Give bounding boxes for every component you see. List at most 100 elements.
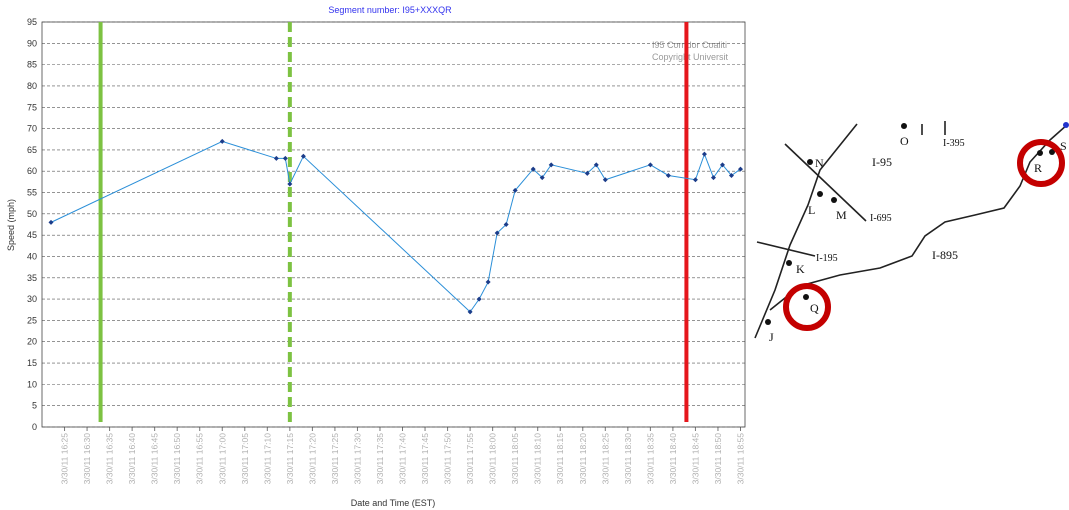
y-tick-label: 20 (27, 337, 37, 347)
x-tick-label: 3/30/11 17:45 (420, 433, 430, 485)
data-point (719, 162, 725, 168)
x-tick-label: 3/30/11 16:40 (127, 433, 137, 485)
y-tick-label: 90 (27, 38, 37, 48)
map-label: Q (810, 301, 819, 315)
y-tick-label: 10 (27, 379, 37, 389)
x-tick-label: 3/30/11 18:40 (668, 433, 678, 485)
y-tick-label: 80 (27, 81, 37, 91)
x-tick-label: 3/30/11 17:30 (352, 433, 362, 485)
x-tick-label: 3/30/11 16:45 (150, 433, 160, 485)
highlight-circle (783, 283, 831, 331)
x-tick-label: 3/30/11 16:35 (105, 433, 115, 485)
road (756, 241, 816, 257)
x-tick-label: 3/30/11 17:05 (240, 433, 250, 485)
road (784, 143, 867, 222)
map-label: K (796, 262, 805, 276)
data-point (584, 170, 590, 176)
road (754, 123, 858, 339)
y-tick-label: 60 (27, 166, 37, 176)
y-tick-label: 85 (27, 60, 37, 70)
map-dot (765, 319, 771, 325)
y-tick-label: 55 (27, 188, 37, 198)
data-point (602, 177, 608, 183)
x-tick-label: 3/30/11 18:30 (623, 433, 633, 485)
y-tick-label: 95 (27, 17, 37, 27)
x-tick-label: 3/30/11 17:20 (307, 433, 317, 485)
x-tick-label: 3/30/11 18:35 (645, 433, 655, 485)
data-point (485, 279, 491, 285)
map: N L M I-95 I-695 O I-395 R S I-195 K I-8… (754, 121, 1069, 344)
speed-line (50, 140, 741, 313)
data-point (692, 177, 698, 183)
y-tick-label: 50 (27, 209, 37, 219)
map-label: R (1034, 161, 1042, 175)
data-point (48, 219, 54, 225)
plot-frame (41, 21, 746, 428)
chart-title: Segment number: I95+XXXQR (328, 5, 452, 15)
map-dot (1037, 150, 1043, 156)
highlight-circle (1017, 139, 1065, 187)
x-tick-label: 3/30/11 16:30 (82, 433, 92, 485)
y-tick-label: 45 (27, 230, 37, 240)
map-label: L (808, 203, 815, 217)
x-tick-label: 3/30/11 18:05 (510, 433, 520, 485)
data-point (737, 166, 743, 172)
watermark: Copyright Universit (652, 52, 729, 62)
x-tick-label: 3/30/11 18:45 (690, 433, 700, 485)
y-tick-label: 65 (27, 145, 37, 155)
data-point (300, 153, 306, 159)
data-point (539, 175, 545, 181)
data-point (710, 175, 716, 181)
data-point (273, 155, 279, 161)
road (921, 121, 946, 135)
y-tick-label: 75 (27, 102, 37, 112)
y-tick-label: 5 (32, 401, 37, 411)
data-point (503, 222, 509, 227)
data-point (467, 309, 473, 315)
map-label: I-695 (870, 213, 892, 224)
data-point (287, 181, 293, 187)
y-tick-label: 30 (27, 294, 37, 304)
map-label: I-195 (816, 253, 838, 264)
x-tick-label: 3/30/11 17:35 (375, 433, 385, 485)
map-dot (786, 260, 792, 266)
x-tick-label: 3/30/11 18:50 (713, 433, 723, 485)
data-point (701, 151, 707, 157)
x-axis-label: Date and Time (EST) (351, 498, 436, 508)
map-label: S (1060, 139, 1067, 153)
x-tick-label: 3/30/11 18:25 (600, 433, 610, 485)
y-tick-label: 25 (27, 315, 37, 325)
x-tick-label: 3/30/11 17:00 (217, 433, 227, 485)
x-tick-label: 3/30/11 18:10 (533, 433, 543, 485)
x-tick-label: 3/30/11 17:10 (262, 433, 272, 485)
data-point (665, 172, 671, 178)
data-point (282, 155, 288, 161)
y-tick-label: 35 (27, 273, 37, 283)
data-point (728, 172, 734, 178)
y-tick-label: 70 (27, 124, 37, 134)
data-point (219, 138, 225, 144)
y-tick-label: 40 (27, 251, 37, 261)
map-label: O (900, 134, 909, 148)
map-dot (807, 159, 813, 165)
x-tick-label: 3/30/11 18:15 (555, 433, 565, 485)
x-tick-label: 3/30/11 16:55 (195, 433, 205, 485)
map-label: N (815, 156, 824, 170)
data-point (647, 162, 653, 168)
map-dot (1063, 122, 1069, 128)
map-label: I-395 (943, 138, 965, 149)
map-dot (803, 294, 809, 300)
data-point (530, 166, 536, 172)
data-point (512, 187, 518, 193)
watermark: I95 Corridor Coaliti (652, 40, 727, 50)
x-tick-label: 3/30/11 17:50 (443, 433, 453, 485)
data-point (548, 162, 554, 168)
x-tick-label: 3/30/11 17:40 (398, 433, 408, 485)
x-tick-label: 3/30/11 17:25 (330, 433, 340, 485)
x-tick-label: 3/30/11 16:50 (172, 433, 182, 485)
y-tick-label: 15 (27, 358, 37, 368)
map-dot (901, 123, 907, 129)
map-dot (831, 197, 837, 203)
x-tick-label: 3/30/11 16:25 (60, 433, 70, 485)
